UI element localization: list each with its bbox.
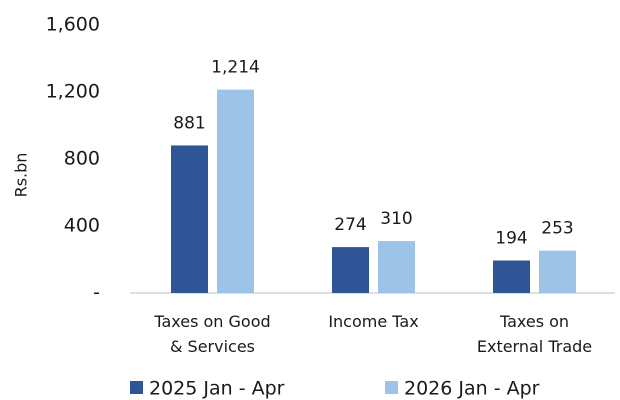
bar [217,89,254,293]
x-tick-label: Taxes on External Trade [476,312,593,356]
x-tick-label: Taxes on Good & Services [154,312,271,356]
data-label: 881 [173,113,205,133]
y-tick-label: 800 [64,148,100,170]
data-label: 253 [541,219,573,239]
y-tick-label: - [93,282,100,304]
bar [332,247,369,293]
y-tick-label: 1,600 [46,14,100,36]
y-axis-label: Rs.bn [12,153,31,198]
bar [539,250,576,293]
bar [171,145,208,293]
legend-label: 2025 Jan - Apr [149,378,285,400]
y-tick-label: 1,200 [46,81,100,103]
data-label: 194 [495,229,527,249]
legend-swatch [130,381,143,394]
bar [493,260,530,293]
data-label: 274 [334,215,366,235]
data-label: 310 [380,209,412,229]
legend-label: 2026 Jan - Apr [404,378,540,400]
legend-swatch [385,381,398,394]
data-label: 1,214 [211,58,260,78]
x-tick-label: Income Tax [328,312,419,331]
y-tick-label: 400 [64,215,100,237]
bar [378,241,415,293]
